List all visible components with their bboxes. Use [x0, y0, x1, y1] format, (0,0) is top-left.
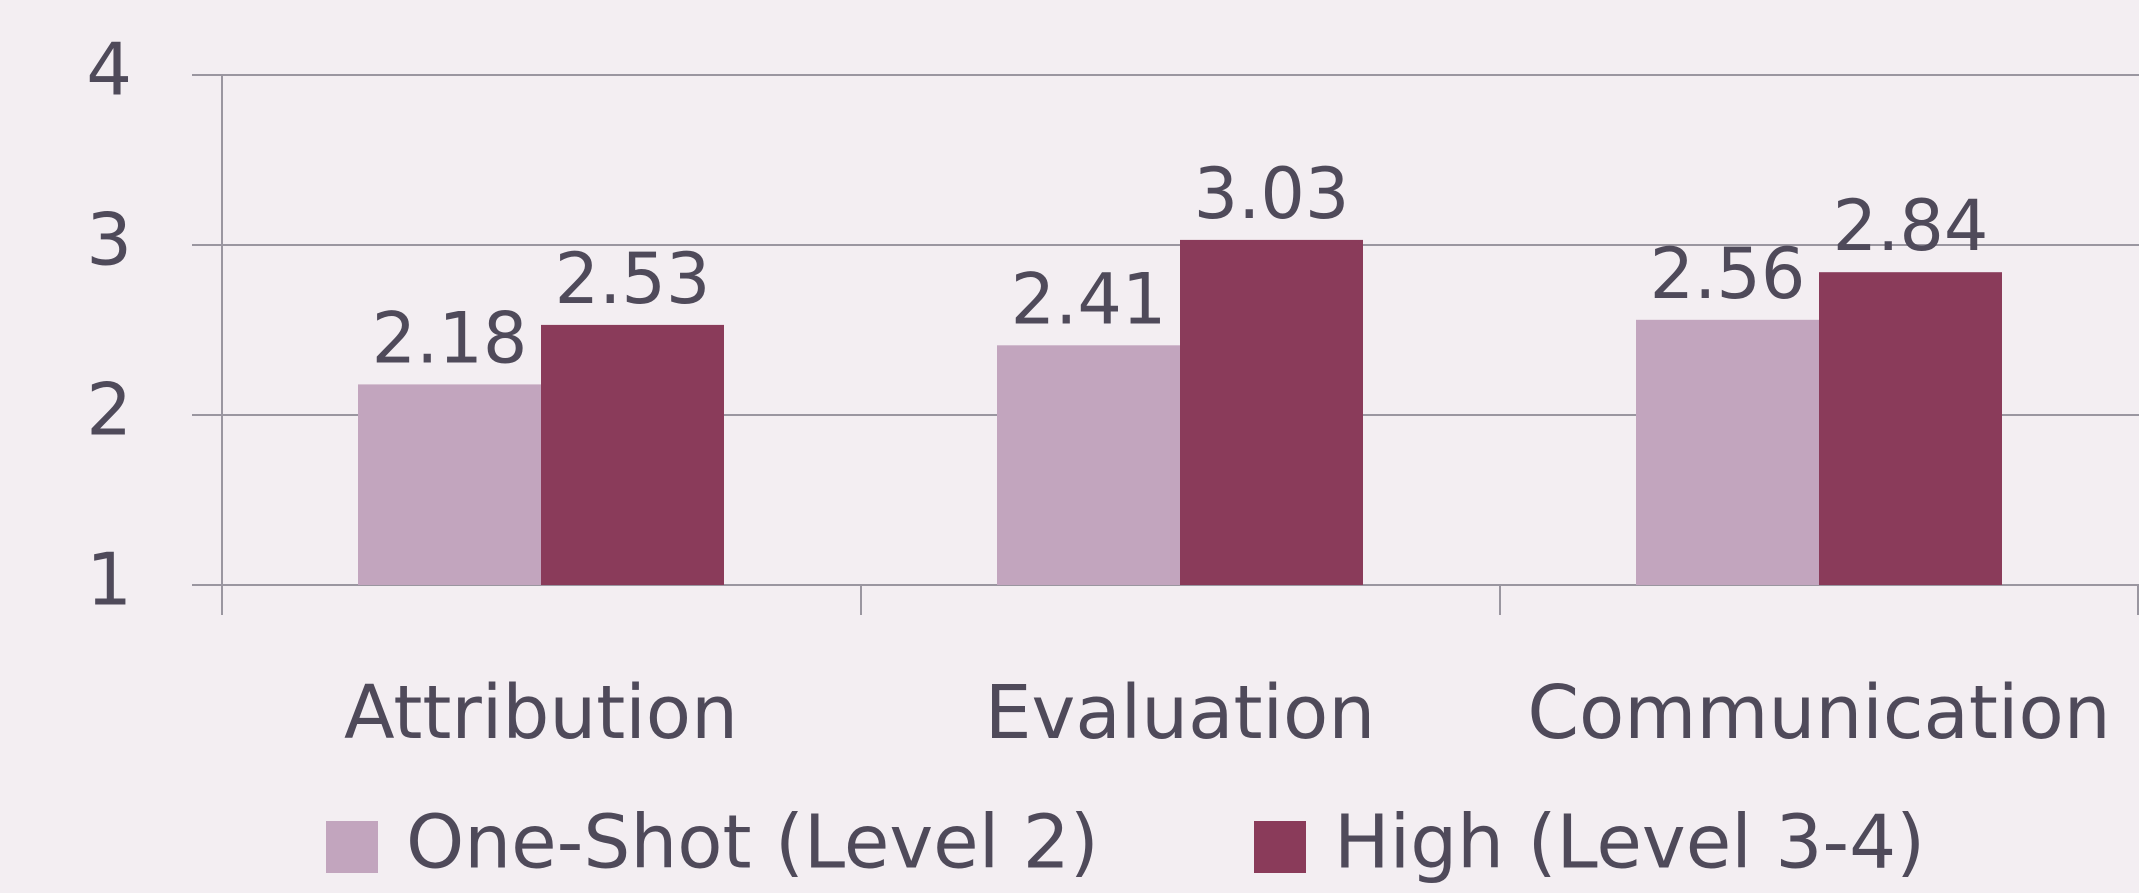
- y-tick-label: 1: [86, 538, 132, 622]
- y-tick-label: 4: [86, 28, 132, 112]
- value-label: 2.56: [1650, 233, 1806, 315]
- x-tick-label: Communication: [1527, 670, 2110, 756]
- value-label: 3.03: [1194, 153, 1350, 235]
- x-tick-label: Attribution: [344, 670, 738, 756]
- x-tick-label: Evaluation: [985, 670, 1375, 756]
- bar: [358, 384, 541, 585]
- legend-label: High (Level 3-4): [1334, 800, 1925, 886]
- value-label: 2.41: [1011, 258, 1167, 340]
- bar: [1636, 319, 1819, 585]
- bar: [541, 324, 724, 585]
- bar: [1180, 239, 1363, 585]
- value-label: 2.53: [555, 238, 711, 320]
- bar: [1819, 272, 2002, 585]
- y-tick-label: 3: [86, 198, 132, 282]
- value-label: 2.84: [1833, 185, 1989, 267]
- legend-swatch: [1254, 821, 1306, 873]
- bar: [997, 345, 1180, 585]
- legend-swatch: [326, 821, 378, 873]
- value-label: 2.18: [372, 297, 528, 379]
- legend-label: One-Shot (Level 2): [406, 800, 1099, 886]
- y-tick-label: 2: [86, 368, 132, 452]
